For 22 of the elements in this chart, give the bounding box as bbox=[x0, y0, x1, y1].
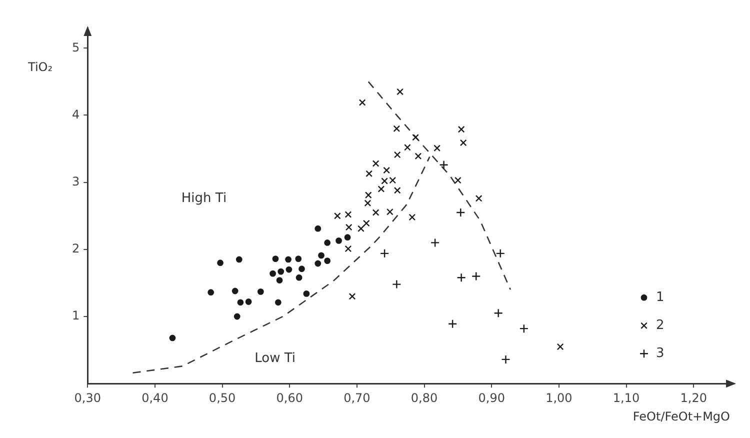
annotation: Low Ti bbox=[254, 351, 296, 366]
x-tick-label: 1,10 bbox=[612, 390, 640, 405]
y-axis-title: TiO₂ bbox=[27, 60, 53, 74]
legend-label: 3 bbox=[656, 346, 664, 361]
y-tick-label: 2 bbox=[72, 242, 80, 256]
x-tick-label: 0,50 bbox=[208, 390, 236, 405]
x-axis-title: FeOt/FeOt+MgO bbox=[632, 410, 730, 424]
x-tick-label: 0,90 bbox=[478, 390, 505, 405]
y-tick-label: 4 bbox=[72, 107, 80, 122]
legend-label: 1 bbox=[656, 290, 664, 305]
y-tick-label: 5 bbox=[72, 40, 80, 54]
x-tick-label: 0,60 bbox=[276, 390, 303, 405]
x-tick-label: 1,20 bbox=[680, 390, 707, 405]
x-tick-label: 0,80 bbox=[410, 390, 438, 405]
y-tick-label: 1 bbox=[72, 308, 80, 323]
x-tick-label: 1,00 bbox=[546, 390, 572, 405]
x-tick-label: 0,30 bbox=[74, 390, 101, 405]
x-tick-label: 0,40 bbox=[142, 390, 168, 405]
annotation: High Ti bbox=[181, 191, 227, 206]
x-tick-label: 0,70 bbox=[344, 390, 370, 405]
y-tick-label: 3 bbox=[72, 174, 80, 188]
legend-label: 2 bbox=[656, 318, 664, 333]
